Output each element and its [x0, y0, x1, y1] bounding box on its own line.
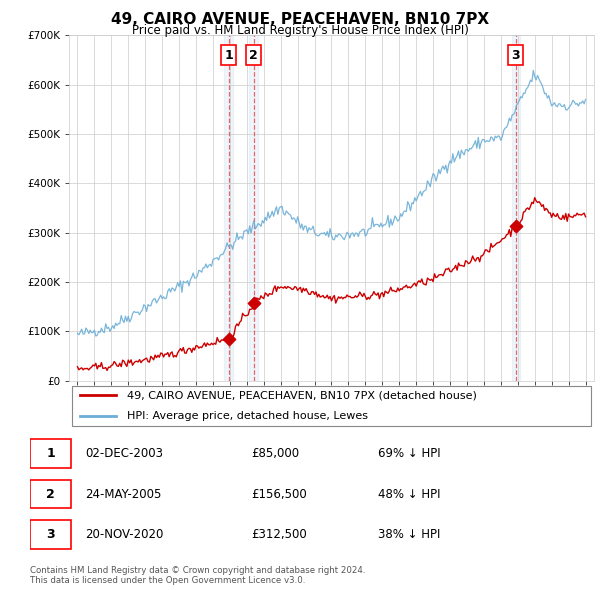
FancyBboxPatch shape [30, 480, 71, 509]
Text: Contains HM Land Registry data © Crown copyright and database right 2024.: Contains HM Land Registry data © Crown c… [30, 566, 365, 575]
Point [511, 222, 521, 231]
Text: 49, CAIRO AVENUE, PEACEHAVEN, BN10 7PX (detached house): 49, CAIRO AVENUE, PEACEHAVEN, BN10 7PX (… [127, 391, 476, 401]
Text: 20-NOV-2020: 20-NOV-2020 [85, 528, 164, 541]
Text: 1: 1 [46, 447, 55, 460]
Text: 49, CAIRO AVENUE, PEACEHAVEN, BN10 7PX: 49, CAIRO AVENUE, PEACEHAVEN, BN10 7PX [111, 12, 489, 27]
Point [224, 334, 233, 343]
Text: 1: 1 [224, 48, 233, 61]
FancyBboxPatch shape [30, 520, 71, 549]
Bar [224, 35, 233, 381]
Text: 2: 2 [249, 48, 258, 61]
Text: HPI: Average price, detached house, Lewes: HPI: Average price, detached house, Lewe… [127, 411, 368, 421]
FancyBboxPatch shape [71, 386, 592, 425]
Text: 69% ↓ HPI: 69% ↓ HPI [378, 447, 440, 460]
Bar [250, 35, 258, 381]
Text: 3: 3 [46, 528, 55, 541]
Text: 38% ↓ HPI: 38% ↓ HPI [378, 528, 440, 541]
Text: 24-MAY-2005: 24-MAY-2005 [85, 487, 161, 501]
Text: 02-DEC-2003: 02-DEC-2003 [85, 447, 163, 460]
Text: Price paid vs. HM Land Registry's House Price Index (HPI): Price paid vs. HM Land Registry's House … [131, 24, 469, 37]
Point [249, 299, 259, 308]
FancyBboxPatch shape [30, 440, 71, 468]
Text: 2: 2 [46, 487, 55, 501]
Text: £156,500: £156,500 [251, 487, 307, 501]
Text: This data is licensed under the Open Government Licence v3.0.: This data is licensed under the Open Gov… [30, 576, 305, 585]
Text: £85,000: £85,000 [251, 447, 299, 460]
Text: 3: 3 [512, 48, 520, 61]
Text: £312,500: £312,500 [251, 528, 307, 541]
Text: 48% ↓ HPI: 48% ↓ HPI [378, 487, 440, 501]
Bar [512, 35, 520, 381]
